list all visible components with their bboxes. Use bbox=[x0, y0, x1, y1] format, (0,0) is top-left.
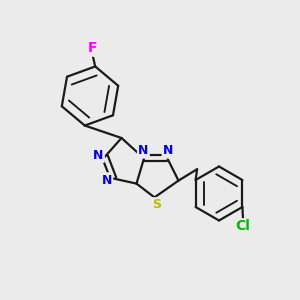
Text: N: N bbox=[102, 173, 112, 187]
Text: Cl: Cl bbox=[236, 220, 250, 233]
Text: S: S bbox=[152, 198, 161, 212]
Text: N: N bbox=[163, 144, 173, 158]
Text: N: N bbox=[138, 144, 148, 158]
Text: N: N bbox=[93, 148, 103, 162]
Text: F: F bbox=[88, 41, 97, 56]
